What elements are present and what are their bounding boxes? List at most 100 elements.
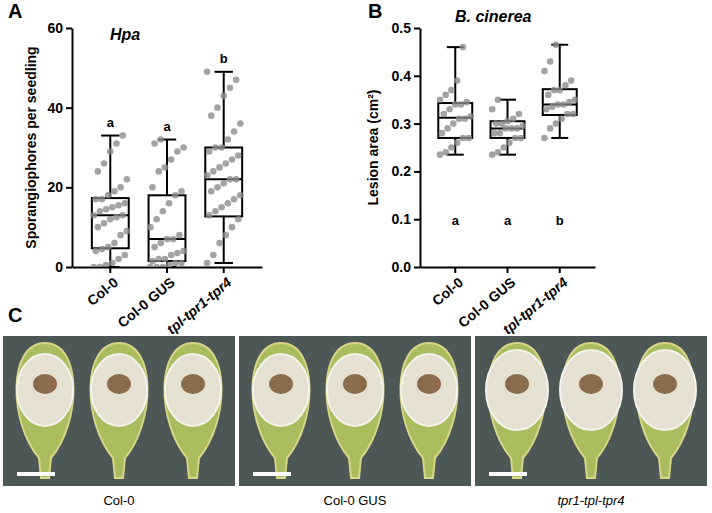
box xyxy=(90,132,130,267)
data-point xyxy=(92,248,99,255)
data-point xyxy=(452,101,459,108)
photo-caption: tpr1-tpl-tpr4 xyxy=(557,493,624,508)
data-point xyxy=(90,264,97,267)
data-point xyxy=(172,260,179,267)
significance-letter: a xyxy=(163,119,171,134)
x-tick-label: tpl-tpr1-tpr4 xyxy=(499,274,570,337)
data-point xyxy=(178,188,185,195)
data-point xyxy=(99,246,106,253)
x-tick: tpl-tpr1-tpr4 xyxy=(499,267,570,337)
data-point xyxy=(121,252,128,259)
lesion-center xyxy=(579,374,603,394)
y-tick: 40 xyxy=(47,100,72,116)
data-point xyxy=(101,220,108,227)
data-point xyxy=(463,99,470,106)
scale-bar xyxy=(489,472,527,476)
data-point xyxy=(210,168,217,175)
y-tick-label: 60 xyxy=(47,20,63,36)
x-tick-mark xyxy=(109,267,111,273)
y-tick-mark xyxy=(66,267,72,269)
data-point xyxy=(227,176,234,183)
lesion xyxy=(253,354,309,426)
y-tick-label: 0.3 xyxy=(392,116,412,132)
data-point xyxy=(553,41,560,48)
data-point xyxy=(157,136,164,143)
leaf xyxy=(16,343,73,478)
x-tick-mark xyxy=(223,267,225,273)
data-point xyxy=(237,192,244,199)
data-point xyxy=(176,232,183,239)
data-point xyxy=(564,111,571,118)
data-point xyxy=(439,130,446,137)
data-point xyxy=(174,250,181,257)
leaf xyxy=(634,343,696,478)
leaf xyxy=(560,343,622,478)
data-point xyxy=(204,172,211,179)
data-point xyxy=(456,116,463,123)
data-point xyxy=(518,135,525,142)
y-tick-label: 0.2 xyxy=(392,163,412,179)
y-tick: 60 xyxy=(47,20,72,36)
data-point xyxy=(162,164,169,171)
box xyxy=(147,136,187,267)
leaf-blade xyxy=(16,343,73,478)
data-point xyxy=(99,196,106,203)
data-point xyxy=(92,196,99,203)
lesion xyxy=(634,350,696,430)
data-point xyxy=(572,96,579,103)
data-point xyxy=(541,135,548,142)
y-axis: 0.00.10.20.30.40.5 xyxy=(392,20,421,275)
data-point xyxy=(103,262,110,267)
data-point xyxy=(493,120,500,127)
y-axis-line xyxy=(72,29,74,268)
data-point xyxy=(460,44,467,51)
x-axis: Col-0Col-0 GUStpl-tpr1-tpr4 xyxy=(73,267,263,337)
data-point xyxy=(454,139,461,146)
data-point xyxy=(105,192,112,199)
data-point xyxy=(222,232,229,239)
data-point xyxy=(119,132,126,139)
chart-title: Hpa xyxy=(110,26,140,43)
photo-caption: Col-0 xyxy=(103,493,134,508)
leaf xyxy=(164,343,221,478)
x-tick-label: Col-0 xyxy=(429,274,466,309)
data-point xyxy=(541,68,548,75)
x-tick-mark xyxy=(559,267,561,273)
significance-letter: b xyxy=(220,51,228,66)
data-point xyxy=(491,130,498,137)
data-point xyxy=(556,87,563,94)
y-tick-mark xyxy=(414,267,420,269)
whisker-cap xyxy=(215,262,233,264)
data-point xyxy=(166,200,173,207)
data-point xyxy=(448,144,455,151)
photo-caption: Col-0 GUS xyxy=(324,493,387,508)
significance-letter: b xyxy=(556,213,564,228)
y-tick-label: 20 xyxy=(47,179,63,195)
data-point xyxy=(448,87,455,94)
data-point xyxy=(566,99,573,106)
x-tick: Col-0 xyxy=(429,267,466,309)
data-point xyxy=(450,120,457,127)
panel-label: B xyxy=(368,0,382,22)
box xyxy=(204,69,244,267)
y-tick-label: 0.4 xyxy=(392,68,412,84)
data-point xyxy=(465,135,472,142)
data-point xyxy=(467,113,474,120)
data-point xyxy=(180,248,187,255)
data-point xyxy=(498,120,505,127)
lesion xyxy=(401,354,457,426)
data-point xyxy=(225,200,232,207)
scale-bar xyxy=(17,472,55,476)
panel-label: A xyxy=(8,0,22,22)
data-point xyxy=(551,87,558,94)
data-point xyxy=(549,104,556,111)
box-chart: 0.00.10.20.30.40.5Col-0Col-0 GUStpl-tpr1… xyxy=(365,0,596,337)
box-iqr xyxy=(205,148,242,217)
y-tick: 0.1 xyxy=(392,211,420,227)
leaf-blade xyxy=(90,343,147,478)
data-point xyxy=(229,156,236,163)
lesion-center xyxy=(33,374,57,394)
data-point xyxy=(174,148,181,155)
lesion-center xyxy=(107,374,131,394)
box xyxy=(437,44,474,158)
